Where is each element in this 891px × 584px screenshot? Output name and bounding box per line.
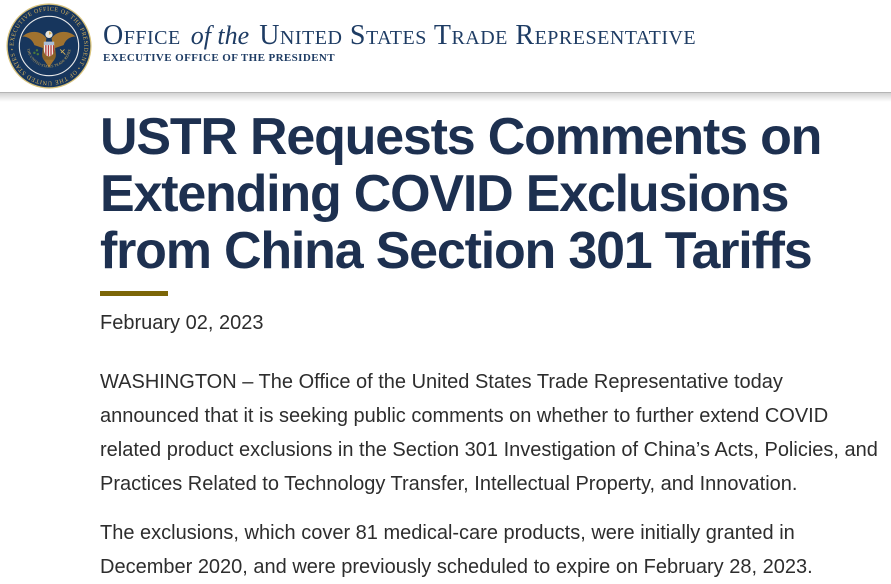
page-title: USTR Requests Comments on Extending COVI… bbox=[100, 109, 878, 280]
article-paragraph: The exclusions, which cover 81 medical-c… bbox=[100, 522, 813, 578]
wordmark-office: Office bbox=[103, 20, 181, 51]
article-paragraph: WASHINGTON – The Office of the United St… bbox=[100, 371, 878, 495]
article-content: USTR Requests Comments on Extending COVI… bbox=[100, 109, 878, 584]
article-body: WASHINGTON – The Office of the United St… bbox=[100, 365, 878, 584]
site-wordmark[interactable]: Office of the United States Trade Repres… bbox=[103, 21, 696, 65]
title-divider bbox=[100, 291, 168, 296]
page-title-line: Extending COVID Exclusions bbox=[100, 165, 789, 223]
header-shadow-divider bbox=[0, 92, 891, 102]
site-header: EXECUTIVE OFFICE OF THE PRESIDENT • OF T… bbox=[0, 0, 891, 92]
wordmark-of-the: of the bbox=[190, 21, 250, 50]
wordmark-ustr: United States Trade Representative bbox=[259, 20, 697, 51]
page-title-line: USTR Requests Comments on bbox=[100, 108, 822, 166]
page-title-line: from China Section 301 Tariffs bbox=[100, 222, 813, 280]
eagle-emblem bbox=[22, 30, 76, 68]
ustr-seal-logo[interactable]: EXECUTIVE OFFICE OF THE PRESIDENT • OF T… bbox=[5, 0, 92, 89]
wordmark-title: Office of the United States Trade Repres… bbox=[103, 21, 696, 51]
ustr-seal-icon: EXECUTIVE OFFICE OF THE PRESIDENT • OF T… bbox=[5, 0, 92, 89]
wordmark-subtitle: EXECUTIVE OFFICE OF THE PRESIDENT bbox=[103, 52, 336, 64]
article-date: February 02, 2023 bbox=[100, 312, 264, 334]
